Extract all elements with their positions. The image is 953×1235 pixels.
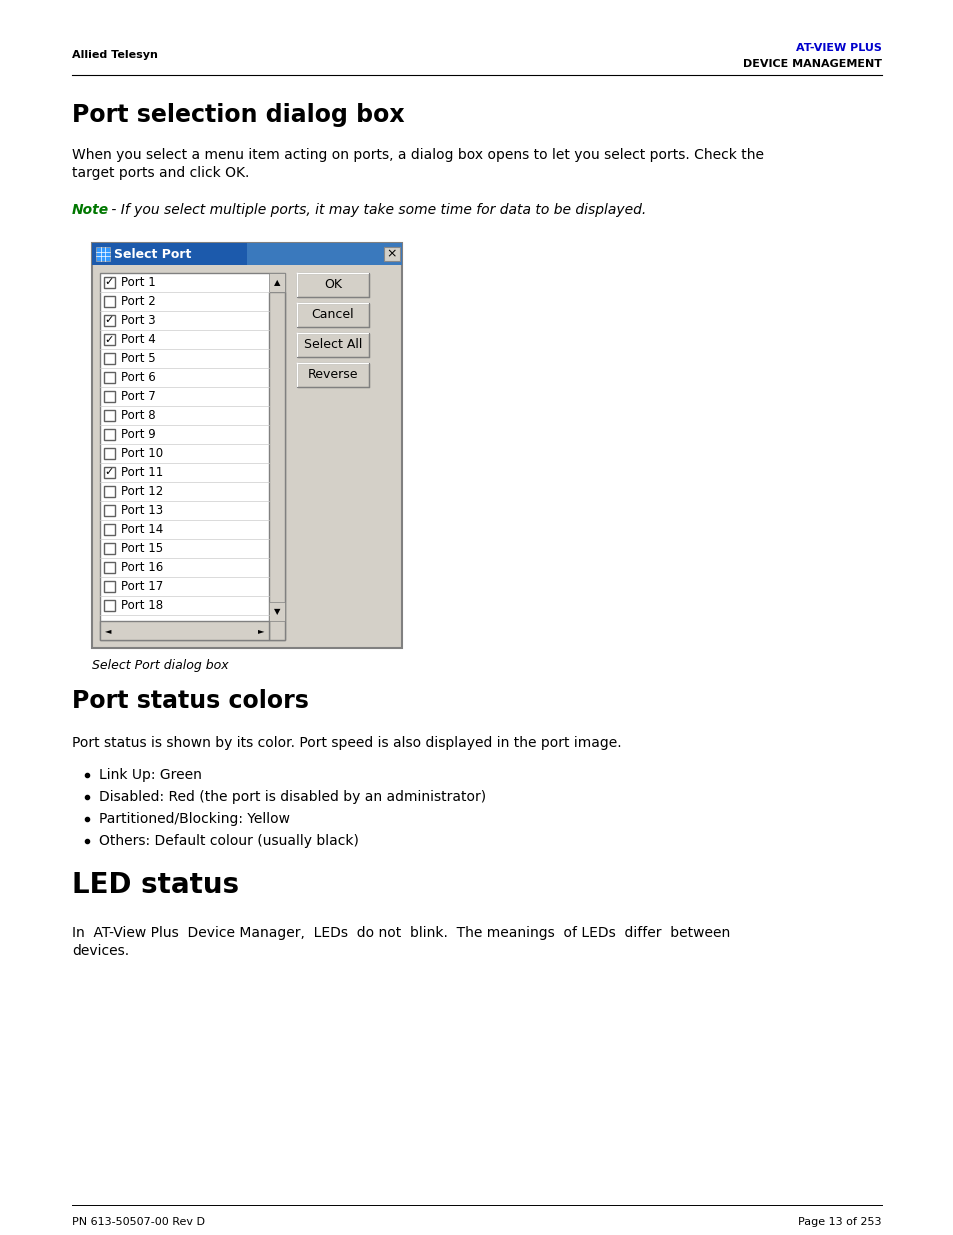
- Text: ✓: ✓: [105, 278, 114, 288]
- Text: Port 9: Port 9: [121, 429, 155, 441]
- Text: In  AT-View Plus  Device Manager,  LEDs  do not  blink.  The meanings  of LEDs  : In AT-View Plus Device Manager, LEDs do …: [71, 926, 729, 940]
- Bar: [104, 315, 115, 326]
- Bar: [104, 410, 115, 421]
- Text: Reverse: Reverse: [308, 368, 358, 382]
- Text: Port 15: Port 15: [121, 542, 163, 555]
- Text: Select All: Select All: [303, 338, 362, 352]
- Text: Select Port: Select Port: [113, 247, 192, 261]
- Bar: [269, 601, 285, 621]
- Text: Others: Default colour (usually black): Others: Default colour (usually black): [99, 834, 358, 848]
- Bar: [104, 505, 115, 516]
- Bar: [104, 429, 115, 440]
- Text: Port 8: Port 8: [121, 409, 155, 422]
- Bar: [96, 247, 110, 261]
- Bar: [104, 391, 115, 403]
- Text: Port 14: Port 14: [121, 522, 163, 536]
- Text: target ports and click OK.: target ports and click OK.: [71, 165, 249, 180]
- Bar: [100, 621, 269, 640]
- Text: devices.: devices.: [71, 944, 129, 958]
- Text: ◄: ◄: [105, 626, 112, 635]
- Bar: [104, 296, 115, 308]
- Text: ▲: ▲: [274, 278, 280, 287]
- Text: Port 12: Port 12: [121, 485, 163, 498]
- Bar: [296, 363, 369, 387]
- Text: Port 6: Port 6: [121, 370, 155, 384]
- Bar: [104, 543, 115, 555]
- Text: Port status is shown by its color. Port speed is also displayed in the port imag: Port status is shown by its color. Port …: [71, 736, 621, 750]
- Text: Port 7: Port 7: [121, 390, 155, 403]
- Text: Cancel: Cancel: [312, 309, 354, 321]
- Text: Note: Note: [71, 203, 109, 217]
- Text: ×: ×: [386, 247, 396, 261]
- Text: Port selection dialog box: Port selection dialog box: [71, 103, 404, 127]
- Text: LED status: LED status: [71, 871, 239, 899]
- Bar: [104, 353, 115, 364]
- Text: Port 16: Port 16: [121, 561, 163, 574]
- Text: Port 17: Port 17: [121, 580, 163, 593]
- Bar: [104, 333, 115, 345]
- Bar: [296, 303, 369, 327]
- Text: Port 5: Port 5: [121, 352, 155, 366]
- Text: ✓: ✓: [105, 468, 114, 478]
- Text: Port status colors: Port status colors: [71, 689, 309, 713]
- Bar: [104, 600, 115, 611]
- Bar: [104, 562, 115, 573]
- Bar: [104, 372, 115, 383]
- Bar: [91, 243, 401, 648]
- Bar: [384, 247, 399, 261]
- Text: Allied Telesyn: Allied Telesyn: [71, 49, 157, 61]
- Text: Port 10: Port 10: [121, 447, 163, 459]
- Bar: [100, 273, 285, 640]
- Text: OK: OK: [324, 279, 341, 291]
- Bar: [269, 273, 285, 291]
- Text: ✓: ✓: [105, 315, 114, 326]
- Text: Select Port dialog box: Select Port dialog box: [91, 659, 229, 673]
- Bar: [104, 487, 115, 496]
- Text: Port 11: Port 11: [121, 466, 163, 479]
- Bar: [296, 273, 369, 296]
- Text: ✓: ✓: [105, 335, 114, 345]
- Bar: [104, 524, 115, 535]
- Text: Port 1: Port 1: [121, 275, 155, 289]
- Text: Page 13 of 253: Page 13 of 253: [798, 1216, 882, 1228]
- Bar: [269, 291, 285, 640]
- Bar: [104, 467, 115, 478]
- Text: Port 4: Port 4: [121, 333, 155, 346]
- Text: Disabled: Red (the port is disabled by an administrator): Disabled: Red (the port is disabled by a…: [99, 790, 486, 804]
- Bar: [104, 277, 115, 288]
- Text: - If you select multiple ports, it may take some time for data to be displayed.: - If you select multiple ports, it may t…: [107, 203, 645, 217]
- Text: AT-VIEW PLUS: AT-VIEW PLUS: [796, 43, 882, 53]
- Text: Port 13: Port 13: [121, 504, 163, 517]
- Bar: [91, 243, 401, 266]
- Text: ▼: ▼: [274, 606, 280, 616]
- Text: When you select a menu item acting on ports, a dialog box opens to let you selec: When you select a menu item acting on po…: [71, 148, 763, 162]
- Bar: [296, 333, 369, 357]
- Bar: [104, 580, 115, 592]
- Text: DEVICE MANAGEMENT: DEVICE MANAGEMENT: [742, 59, 882, 69]
- Bar: [104, 448, 115, 459]
- Text: ►: ►: [257, 626, 264, 635]
- Text: Port 18: Port 18: [121, 599, 163, 613]
- Text: Link Up: Green: Link Up: Green: [99, 768, 202, 782]
- Text: Port 3: Port 3: [121, 314, 155, 327]
- Text: Partitioned/Blocking: Yellow: Partitioned/Blocking: Yellow: [99, 811, 290, 826]
- Bar: [247, 243, 401, 266]
- Text: Port 2: Port 2: [121, 295, 155, 308]
- Text: PN 613-50507-00 Rev D: PN 613-50507-00 Rev D: [71, 1216, 205, 1228]
